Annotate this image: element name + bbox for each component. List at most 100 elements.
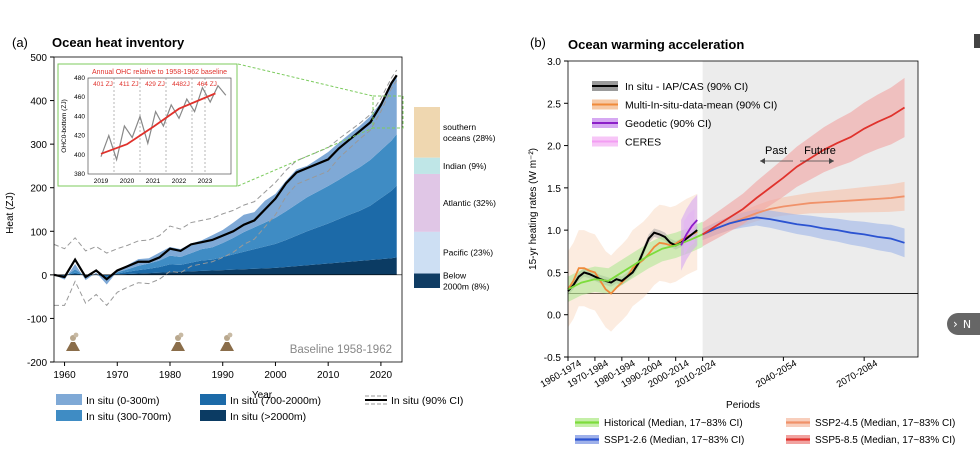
basin-bar-segment (414, 273, 440, 288)
x-tick-label: 2010 (317, 370, 340, 381)
y-tick-label: -200 (27, 358, 47, 369)
inset-y-tick-label: 460 (74, 94, 85, 101)
panel-b-frame (567, 60, 919, 358)
inset-x-tick-label: 2019 (94, 178, 109, 185)
legend-label: Geodetic (90% CI) (625, 118, 711, 130)
panel-a-xlabel: Year (252, 390, 273, 401)
next-button-label: N (962, 317, 972, 331)
x-tick-label: 2040-2054 (754, 358, 799, 390)
inset-monthly-line (100, 84, 227, 162)
inset-connector (237, 127, 374, 187)
basin-bar-segment (414, 157, 440, 174)
ci-upper-line (53, 69, 398, 254)
y-tick-label: 2.0 (547, 142, 561, 153)
x-tick-label: 2020 (370, 370, 393, 381)
legend-label: In situ (>2000m) (230, 411, 306, 423)
panel-a-plot: 1960 1970 1980 1990 2000 2010 2020 -200 -100 0 100… (27, 53, 402, 381)
inset-annotation: 4482J (172, 81, 190, 88)
future-label: Future (804, 145, 836, 157)
y-tick-label: 200 (30, 184, 47, 195)
legend-swatch (56, 394, 82, 405)
inset-y-tick-label: 480 (74, 75, 85, 82)
basin-bar-label: Pacific (23%) (443, 248, 493, 258)
panel-b-legend-top: In situ - IAP/CAS (90% CI) Multi-In-situ-… (592, 81, 777, 149)
panel-a-frame (53, 56, 403, 363)
y-tick-label: -100 (27, 314, 47, 325)
zoom-box (372, 95, 404, 129)
chevron-right-icon: › (953, 317, 958, 331)
volcano-icon (66, 332, 80, 351)
inset-annotation: 401 ZJ (93, 81, 113, 88)
series-line (702, 106, 906, 236)
area-in-situ-700-2000m- (54, 185, 397, 278)
panel-b-title: Ocean warming acceleration (568, 37, 744, 52)
inset-title: Annual OHC relative to 1958-1962 baselin… (92, 69, 227, 76)
legend-label: SSP2-4.5 (Median, 17~83% CI) (815, 418, 955, 429)
y-tick-label: 500 (30, 53, 47, 64)
x-tick-label: 1990 (212, 370, 235, 381)
y-tick-label: -0.5 (544, 353, 562, 364)
y-tick-label: 1.0 (547, 226, 561, 237)
ci-band (681, 194, 698, 271)
y-tick-label: 2.5 (547, 99, 561, 110)
inset-ylabel: OHC0-bottom (ZJ) (61, 99, 68, 152)
legend-swatch (200, 394, 226, 405)
basin-bar-label: southern (443, 122, 476, 132)
panel-a-ylabel: Heat (ZJ) (5, 192, 16, 234)
series-line (567, 231, 698, 295)
panel-b-xlabel: Periods (726, 400, 760, 411)
inset-annotation: 411 ZJ (119, 81, 138, 88)
inset-plot-frame (87, 77, 232, 175)
basin-bar-segment (414, 107, 440, 158)
legend-label: In situ (90% CI) (391, 395, 463, 407)
inset-y-tick-label: 400 (74, 152, 85, 159)
inset-y-tick-label: 440 (74, 113, 85, 120)
x-tick-label: 1980 (159, 370, 182, 381)
inset-annotation: 429 ZJ (145, 81, 165, 88)
scrollbar-stub[interactable] (974, 34, 980, 48)
y-tick-label: 400 (30, 97, 47, 108)
baseline-label: Baseline 1958-1962 (290, 344, 392, 356)
area-in-situ-300-700m- (54, 134, 397, 280)
in-situ-line (53, 74, 398, 281)
panel-b-tag: (b) (530, 35, 546, 50)
panel-a-tag: (a) (12, 35, 28, 50)
y-tick-label: 100 (30, 227, 47, 238)
y-tick-label: 0.5 (547, 268, 561, 279)
inset-x-tick-label: 2023 (198, 178, 213, 185)
past-future-arrows (760, 158, 834, 164)
inset-y-tick-label: 420 (74, 133, 85, 140)
next-button[interactable]: › N (947, 313, 980, 335)
legend-label: Historical (Median, 17~83% CI) (604, 418, 743, 429)
panel-b-ylabel: 15-yr heating rates (W m⁻²) (528, 148, 539, 270)
legend-swatch (56, 410, 82, 421)
legend-label: Multi-In-situ-data-mean (90% CI) (625, 100, 777, 112)
basin-bar-segment (414, 231, 440, 274)
x-tick-label: 2070-2084 (835, 358, 880, 390)
panel-a-title: Ocean heat inventory (52, 35, 185, 50)
inset-connector (237, 63, 374, 97)
inset-x-tick-label: 2021 (146, 178, 161, 185)
panel-b-legend-bottom: Historical (Median, 17~83% CI) SSP2-4.5 (… (575, 418, 955, 446)
basin-bar-label: Below (443, 270, 467, 280)
ci-band (702, 181, 905, 241)
basin-bar-label: oceans (28%) (443, 133, 496, 143)
area-in-situ-0-300m- (54, 75, 397, 285)
legend-label: In situ (0-300m) (86, 395, 160, 407)
y-tick-label: 0.0 (547, 311, 561, 322)
series-line (702, 216, 905, 244)
y-tick-label: 300 (30, 140, 47, 151)
panel-a-legend: In situ (0-300m) In situ (700-2000m) In si… (56, 394, 463, 423)
basin-bar-label: Atlantic (32%) (443, 198, 496, 208)
legend-label: CERES (625, 137, 661, 149)
volcano-icon (220, 332, 234, 351)
inset-y-tick-label: 380 (74, 171, 85, 178)
y-tick-label: 3.0 (547, 57, 561, 68)
basin-bar-label: 2000m (8%) (443, 281, 489, 291)
inset-annual-line (100, 92, 216, 155)
legend-label: In situ - IAP/CAS (90% CI) (625, 81, 748, 93)
area-in-situ-2000m- (54, 257, 397, 275)
legend-label: SSP5-8.5 (Median, 17~83% CI) (815, 435, 955, 446)
legend-label: SSP1-2.6 (Median, 17~83% CI) (604, 435, 744, 446)
